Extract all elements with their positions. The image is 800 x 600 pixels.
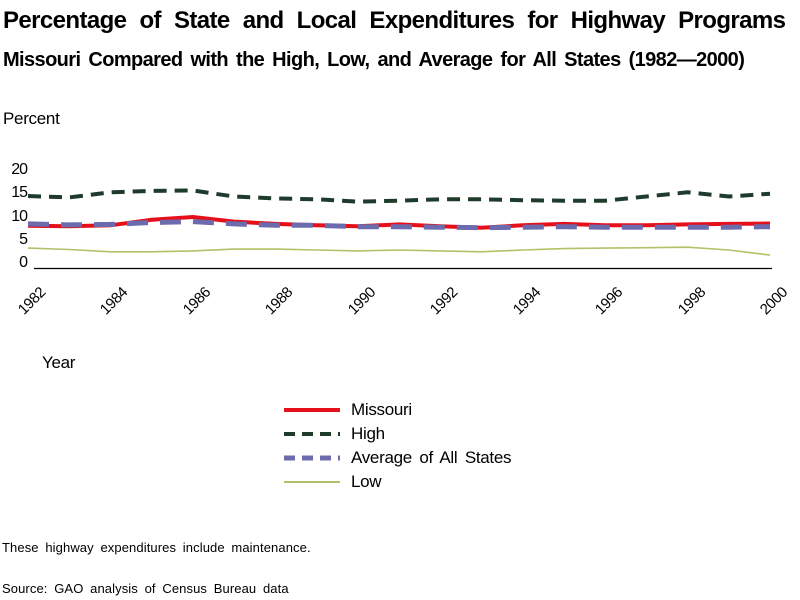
y-tick-label: 10	[11, 207, 28, 225]
legend-line-swatch-average-of-all-states	[284, 455, 340, 461]
y-tick-label: 5	[19, 230, 28, 248]
footnote: These highway expenditures include maint…	[2, 540, 311, 555]
legend-label: Low	[351, 472, 382, 491]
y-tick-label: 15	[11, 184, 28, 202]
series-line-low	[27, 246, 771, 256]
legend-item-high: High	[283, 422, 511, 446]
legend-label: Average of All States	[351, 448, 512, 467]
legend-line-swatch-high	[284, 432, 340, 436]
chart-title: Percentage of State and Local Expenditur…	[3, 7, 786, 34]
y-axis-title: Percent	[3, 109, 60, 128]
legend-line-swatch-missouri	[284, 408, 340, 412]
series-line-average-of-all-states	[27, 219, 771, 231]
legend-line-swatch-low	[284, 481, 340, 483]
legend-item-average-of-all-states: Average of All States	[283, 446, 512, 470]
legend: Missouri High Average of All States Low	[283, 398, 512, 494]
legend-item-low: Low	[283, 470, 511, 494]
series-line-high	[27, 188, 771, 204]
y-tick-label: 20	[11, 161, 28, 178]
x-axis-title: Year	[42, 353, 76, 372]
legend-item-missouri: Missouri	[283, 398, 511, 422]
legend-label: High	[351, 424, 385, 443]
source-note: Source: GAO analysis of Census Bureau da…	[2, 581, 289, 596]
legend-label: Missouri	[351, 400, 412, 419]
y-tick-label: 0	[19, 254, 28, 271]
chart-subtitle: Missouri Compared with the High, Low, an…	[3, 49, 745, 71]
